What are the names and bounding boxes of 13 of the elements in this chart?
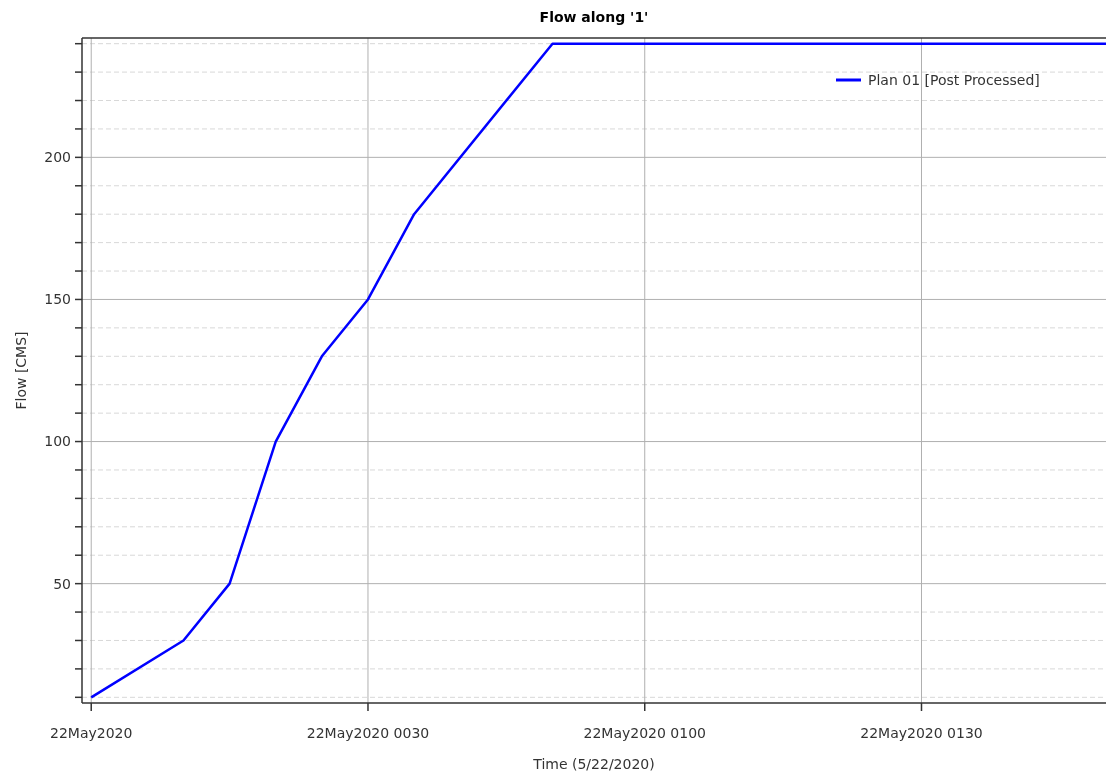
- chart-title: Flow along '1': [539, 9, 649, 25]
- y-tick-label: 100: [44, 433, 71, 450]
- x-tick-label: 22May2020 0100: [583, 725, 706, 741]
- y-tick-label: 150: [44, 291, 71, 308]
- x-axis-title: Time (5/22/2020): [532, 756, 655, 772]
- x-tick-label: 22May2020 0130: [860, 725, 983, 741]
- y-tick-label: 200: [44, 149, 71, 166]
- line-series: [89, 42, 1106, 699]
- y-tick-label: 50: [53, 575, 71, 592]
- x-tick-label: 22May2020: [50, 725, 133, 741]
- x-tick-label: 22May2020 0030: [306, 725, 430, 741]
- legend-label: Plan 01 [Post Processed]: [868, 71, 1040, 88]
- y-axis-title: Flow [CMS]: [13, 331, 29, 410]
